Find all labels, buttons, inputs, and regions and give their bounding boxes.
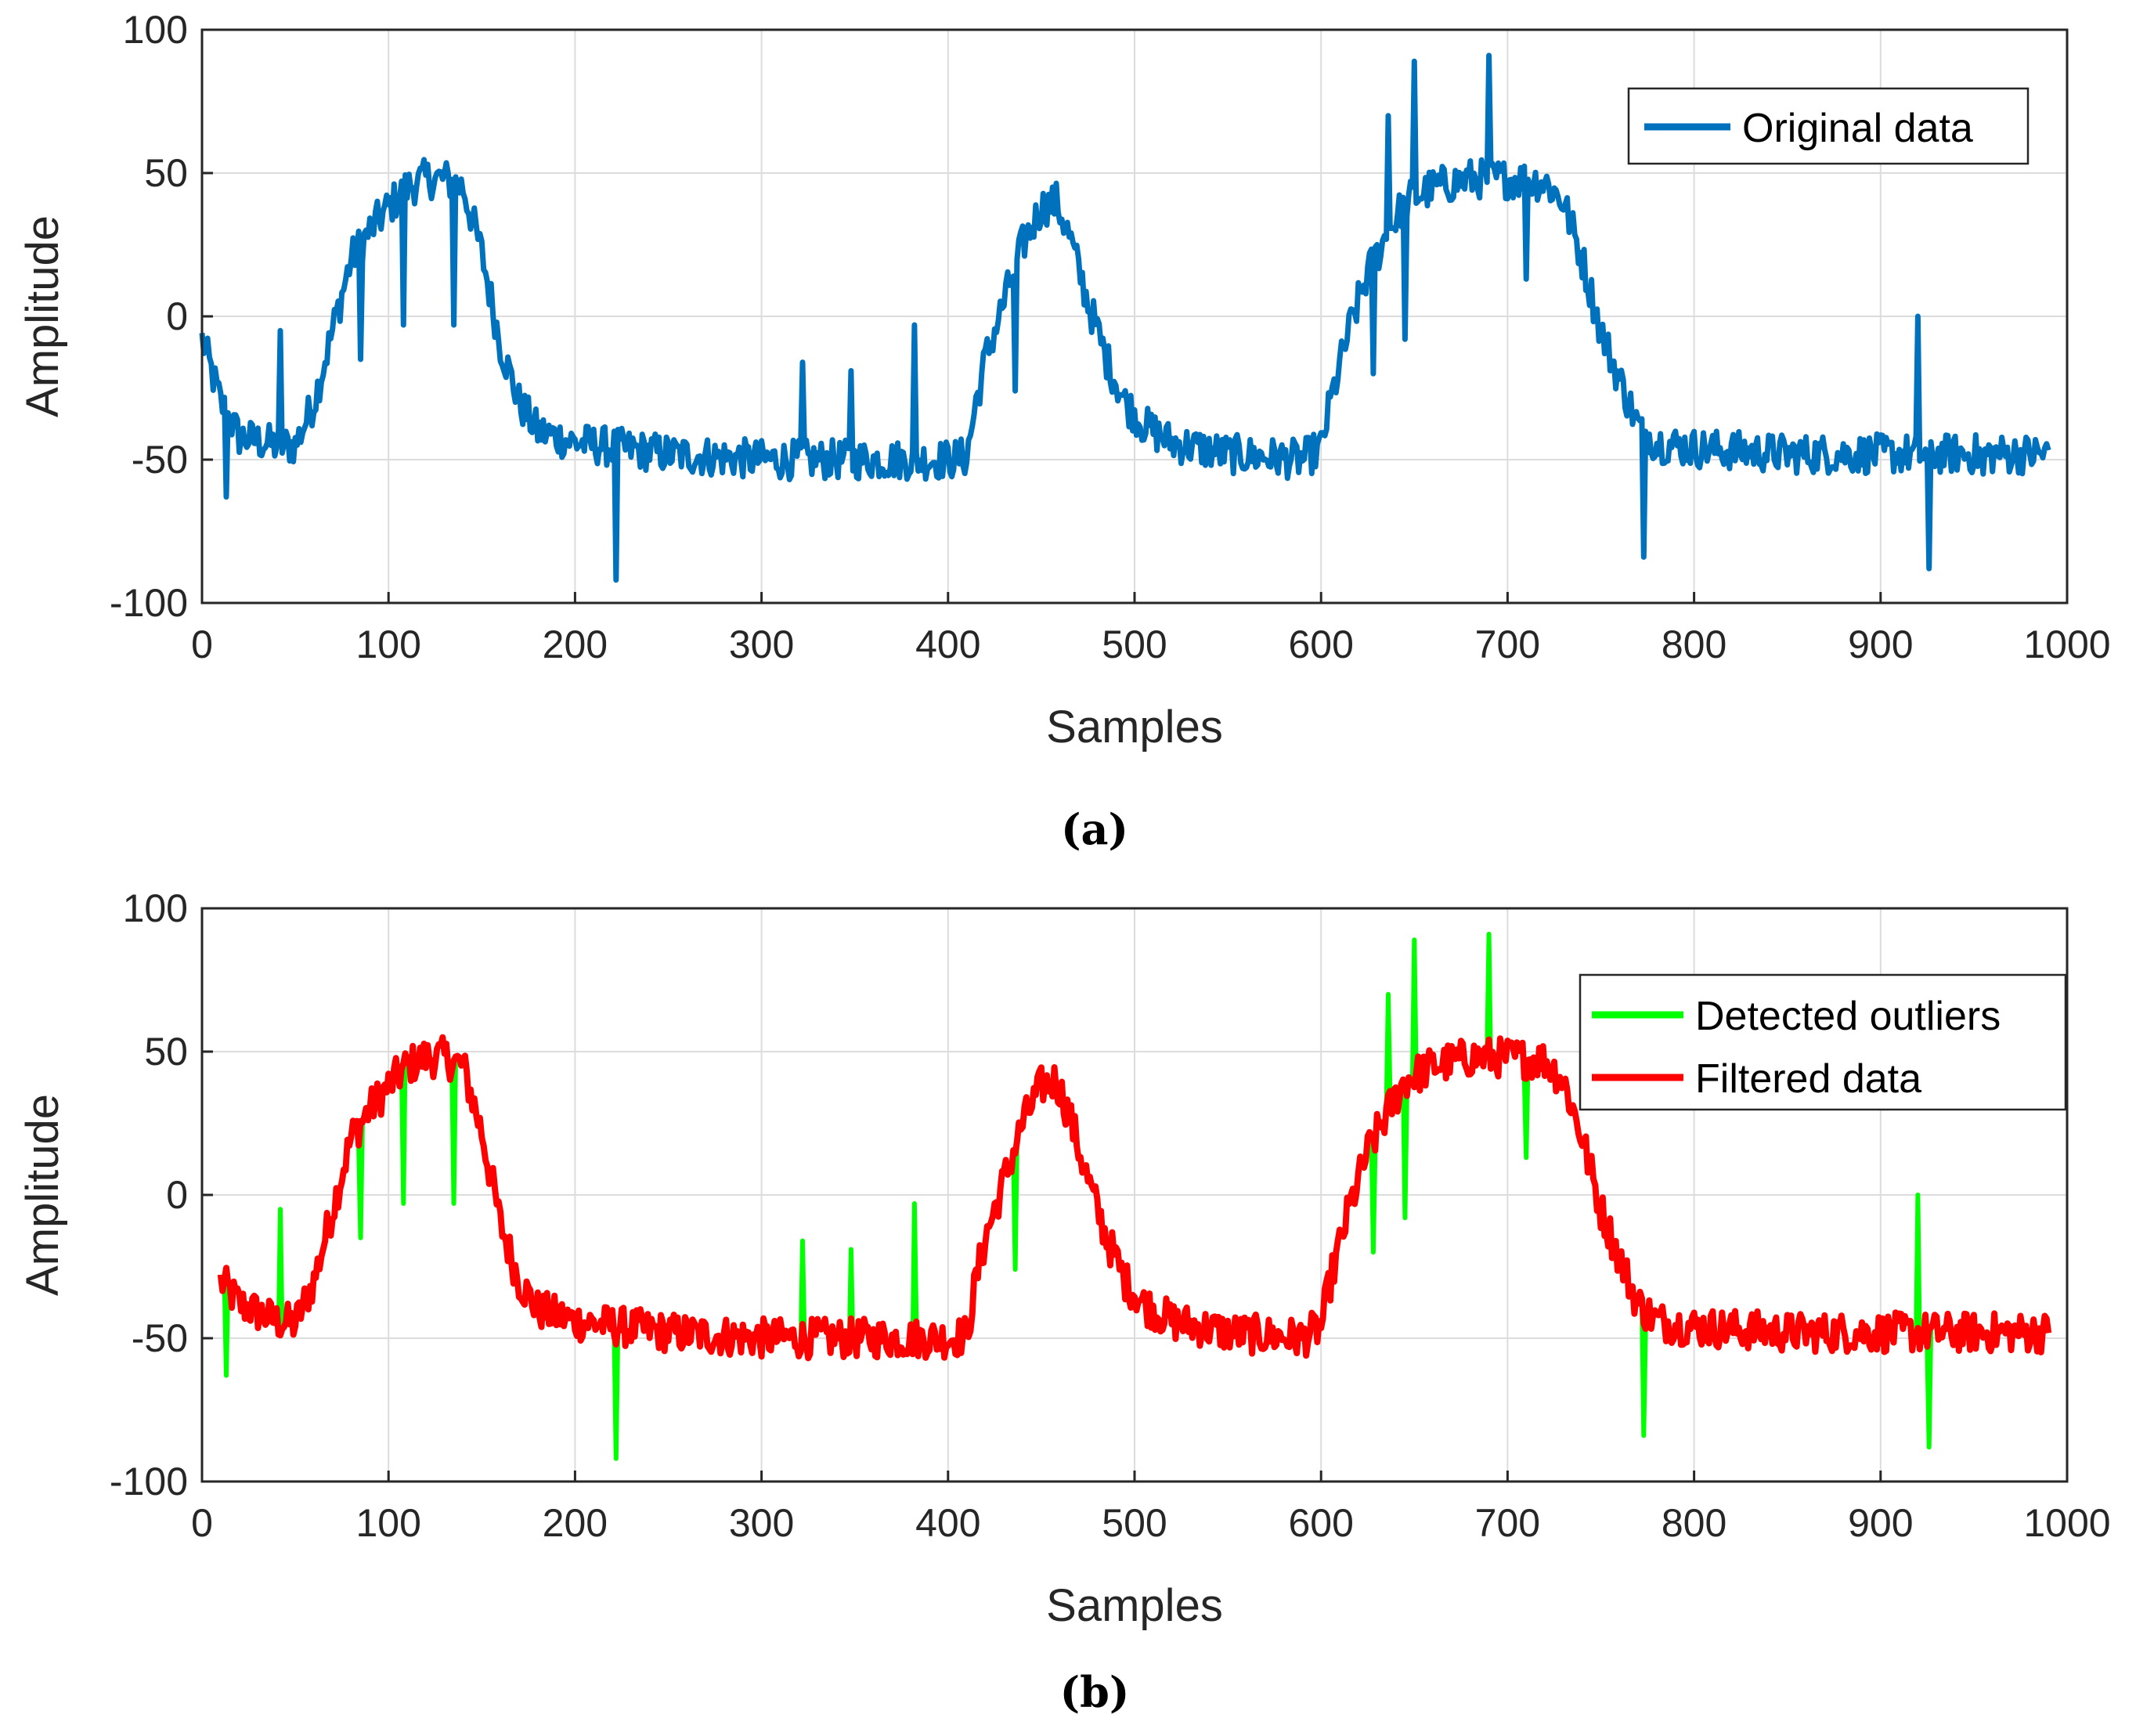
legend-label-filtered-data: Filtered data	[1695, 1056, 1921, 1102]
x-tick-label: 400	[915, 623, 980, 666]
panel-b: 0 100 200 300 400 500 600 700 800 900 1000 -100-50…	[17, 886, 2111, 1717]
legend: Original data	[1627, 87, 2030, 165]
axes-frame	[200, 907, 2069, 1483]
x-tick-label: 1000	[2023, 623, 2110, 666]
y-tick-label: 50	[144, 1030, 188, 1074]
x-axis-label: Samples	[1046, 702, 1223, 753]
x-tick-label: 300	[729, 1501, 794, 1545]
panel-a: 0 100 200 300 400 500 600 700 800 900 1000 -100-50…	[17, 8, 2111, 854]
x-tick-label: 0	[191, 1501, 213, 1545]
y-tick-labels: -100 -50 0 50 100	[110, 8, 188, 625]
x-tick-label: 200	[543, 623, 608, 666]
x-tick-label: 900	[1848, 623, 1913, 666]
x-tick-label: 1000	[2023, 1501, 2110, 1545]
x-tick-label: 100	[355, 623, 420, 666]
y-tick-labels: -100 -50 0 50 100	[110, 886, 188, 1503]
y-tick-label: 100	[123, 886, 188, 930]
x-tick-label: 800	[1662, 1501, 1726, 1545]
y-axis-label: Amplitude	[17, 215, 68, 417]
y-tick-label: 100	[123, 8, 188, 52]
series-original-data	[199, 52, 2051, 583]
x-tick-label: 300	[729, 623, 794, 666]
y-tick-label: 50	[144, 151, 188, 195]
y-tick-label: -100	[110, 581, 188, 625]
legend-label-original-data: Original data	[1742, 106, 1973, 151]
x-tick-labels: 0 100 200 300 400 500 600 700 800 900 1000	[191, 623, 2111, 666]
x-tick-label: 100	[355, 1501, 420, 1545]
axes-frame	[200, 28, 2069, 605]
x-tick-label: 200	[543, 1501, 608, 1545]
x-tick-label: 500	[1102, 1501, 1167, 1545]
series-filtered-data	[217, 1034, 2052, 1362]
y-tick-label: -50	[132, 438, 188, 482]
legend: Detected outliers Filtered data	[1579, 973, 2067, 1111]
x-axis-label: Samples	[1046, 1580, 1223, 1631]
x-tick-label: 600	[1288, 623, 1353, 666]
x-tick-label: 700	[1475, 623, 1540, 666]
x-tick-label: 600	[1288, 1501, 1353, 1545]
legend-box	[1579, 973, 2067, 1111]
series-layer	[217, 931, 2052, 1461]
y-tick-label: 0	[166, 294, 188, 338]
y-axis-label: Amplitude	[17, 1094, 68, 1296]
caption-a: (a)	[1061, 804, 1128, 854]
x-tick-label: 800	[1662, 623, 1726, 666]
x-tick-label: 700	[1475, 1501, 1540, 1545]
legend-label-detected-outliers: Detected outliers	[1695, 994, 2001, 1039]
caption-b: (b)	[1060, 1667, 1130, 1717]
x-tick-label: 500	[1102, 623, 1167, 666]
y-tick-label: 0	[166, 1173, 188, 1217]
x-tick-label: 0	[191, 623, 213, 666]
series-layer	[199, 52, 2051, 583]
y-tick-label: -50	[132, 1316, 188, 1360]
x-tick-label: 400	[915, 1501, 980, 1545]
x-tick-label: 900	[1848, 1501, 1913, 1545]
x-tick-labels: 0 100 200 300 400 500 600 700 800 900 1000	[191, 1501, 2111, 1545]
y-tick-label: -100	[110, 1460, 188, 1503]
